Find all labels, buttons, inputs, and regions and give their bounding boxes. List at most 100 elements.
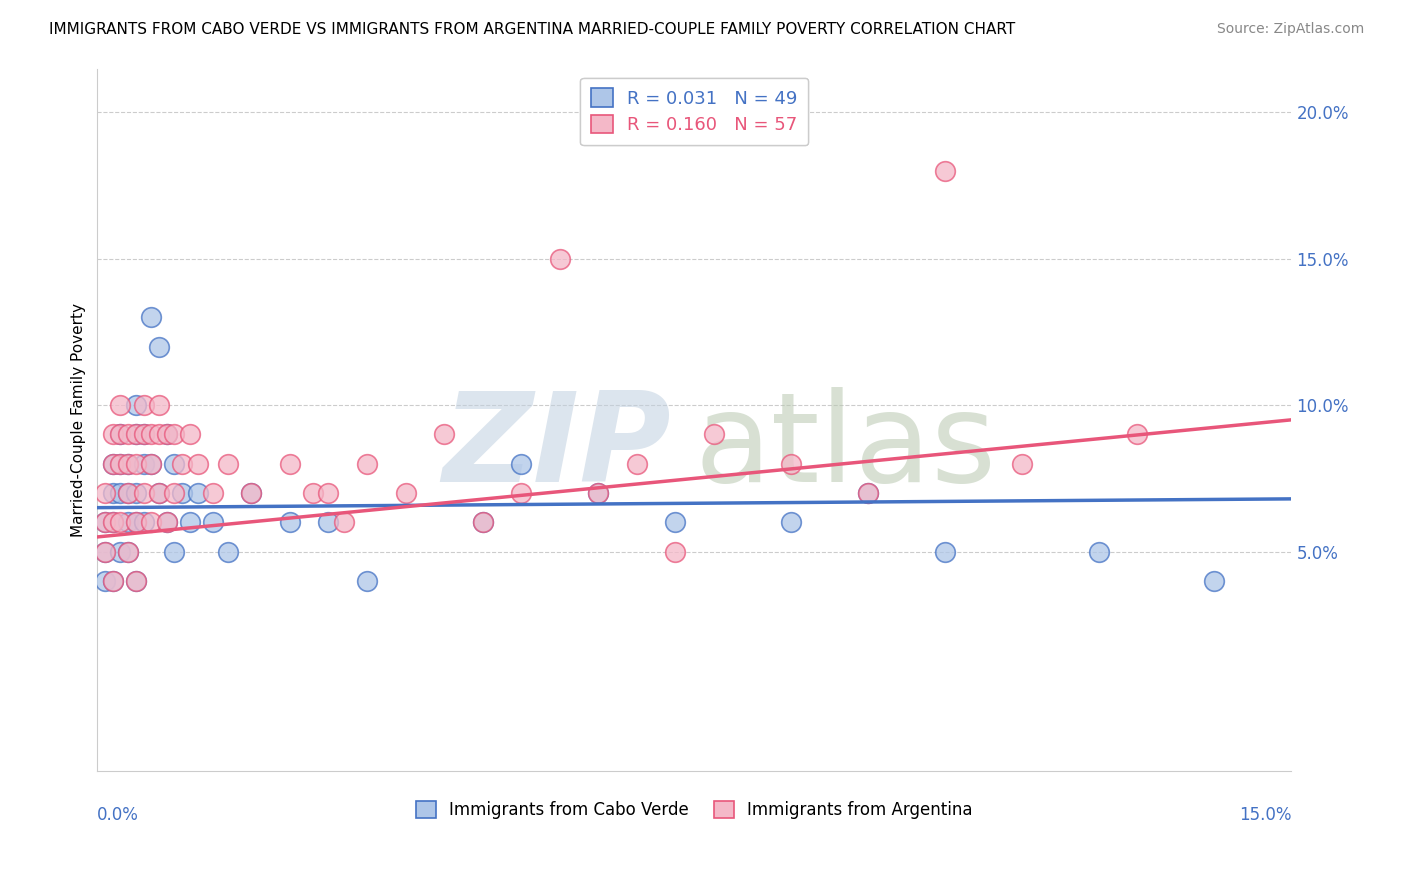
Point bbox=[333, 516, 356, 530]
Point bbox=[141, 516, 163, 530]
Point bbox=[163, 457, 186, 471]
Point bbox=[125, 427, 148, 442]
Point bbox=[586, 486, 609, 500]
Point bbox=[110, 516, 132, 530]
Point bbox=[148, 486, 170, 500]
Point bbox=[141, 457, 163, 471]
Text: 15.0%: 15.0% bbox=[1239, 806, 1292, 824]
Point bbox=[172, 457, 194, 471]
Point bbox=[110, 544, 132, 558]
Point bbox=[141, 310, 163, 325]
Point bbox=[1204, 574, 1226, 588]
Point bbox=[101, 457, 124, 471]
Point bbox=[703, 427, 725, 442]
Point bbox=[278, 516, 301, 530]
Point bbox=[117, 457, 139, 471]
Point bbox=[586, 486, 609, 500]
Point bbox=[1126, 427, 1149, 442]
Point bbox=[110, 457, 132, 471]
Point bbox=[664, 544, 686, 558]
Point bbox=[172, 486, 194, 500]
Point bbox=[125, 574, 148, 588]
Point bbox=[94, 486, 117, 500]
Point bbox=[125, 427, 148, 442]
Point bbox=[117, 427, 139, 442]
Point bbox=[148, 486, 170, 500]
Point bbox=[117, 544, 139, 558]
Point bbox=[240, 486, 263, 500]
Point bbox=[1011, 457, 1033, 471]
Point bbox=[186, 457, 208, 471]
Point bbox=[101, 427, 124, 442]
Point bbox=[110, 457, 132, 471]
Point bbox=[548, 252, 571, 266]
Text: atlas: atlas bbox=[695, 387, 997, 508]
Point bbox=[856, 486, 879, 500]
Point bbox=[278, 457, 301, 471]
Point bbox=[148, 427, 170, 442]
Point bbox=[779, 457, 801, 471]
Point bbox=[156, 427, 179, 442]
Point bbox=[117, 544, 139, 558]
Point bbox=[132, 427, 155, 442]
Point bbox=[186, 486, 208, 500]
Point bbox=[179, 427, 201, 442]
Point bbox=[156, 427, 179, 442]
Point bbox=[132, 486, 155, 500]
Point bbox=[94, 574, 117, 588]
Point bbox=[626, 457, 648, 471]
Point bbox=[163, 486, 186, 500]
Point bbox=[94, 544, 117, 558]
Point bbox=[101, 516, 124, 530]
Point bbox=[117, 516, 139, 530]
Point bbox=[148, 398, 170, 412]
Text: IMMIGRANTS FROM CABO VERDE VS IMMIGRANTS FROM ARGENTINA MARRIED-COUPLE FAMILY PO: IMMIGRANTS FROM CABO VERDE VS IMMIGRANTS… bbox=[49, 22, 1015, 37]
Point bbox=[356, 574, 378, 588]
Point bbox=[471, 516, 494, 530]
Point bbox=[117, 486, 139, 500]
Point bbox=[148, 340, 170, 354]
Point bbox=[101, 457, 124, 471]
Point bbox=[110, 427, 132, 442]
Point bbox=[101, 574, 124, 588]
Point bbox=[125, 516, 148, 530]
Point bbox=[934, 544, 956, 558]
Point bbox=[779, 516, 801, 530]
Point bbox=[132, 457, 155, 471]
Point bbox=[156, 516, 179, 530]
Legend: R = 0.031   N = 49, R = 0.160   N = 57: R = 0.031 N = 49, R = 0.160 N = 57 bbox=[581, 78, 808, 145]
Point bbox=[110, 427, 132, 442]
Point bbox=[201, 486, 224, 500]
Point bbox=[117, 486, 139, 500]
Point bbox=[125, 516, 148, 530]
Point bbox=[132, 398, 155, 412]
Point bbox=[201, 516, 224, 530]
Point bbox=[510, 486, 533, 500]
Point bbox=[110, 398, 132, 412]
Point bbox=[141, 457, 163, 471]
Point bbox=[318, 486, 340, 500]
Point bbox=[125, 574, 148, 588]
Point bbox=[934, 164, 956, 178]
Point bbox=[101, 516, 124, 530]
Point bbox=[1088, 544, 1111, 558]
Text: 0.0%: 0.0% bbox=[97, 806, 139, 824]
Point bbox=[240, 486, 263, 500]
Point bbox=[217, 457, 239, 471]
Point bbox=[163, 427, 186, 442]
Point bbox=[356, 457, 378, 471]
Point bbox=[132, 516, 155, 530]
Point bbox=[94, 516, 117, 530]
Point bbox=[471, 516, 494, 530]
Point bbox=[510, 457, 533, 471]
Text: Source: ZipAtlas.com: Source: ZipAtlas.com bbox=[1216, 22, 1364, 37]
Point bbox=[101, 486, 124, 500]
Point bbox=[217, 544, 239, 558]
Point bbox=[318, 516, 340, 530]
Y-axis label: Married-Couple Family Poverty: Married-Couple Family Poverty bbox=[72, 302, 86, 537]
Point bbox=[125, 486, 148, 500]
Point bbox=[94, 516, 117, 530]
Point bbox=[179, 516, 201, 530]
Point bbox=[163, 544, 186, 558]
Point bbox=[302, 486, 325, 500]
